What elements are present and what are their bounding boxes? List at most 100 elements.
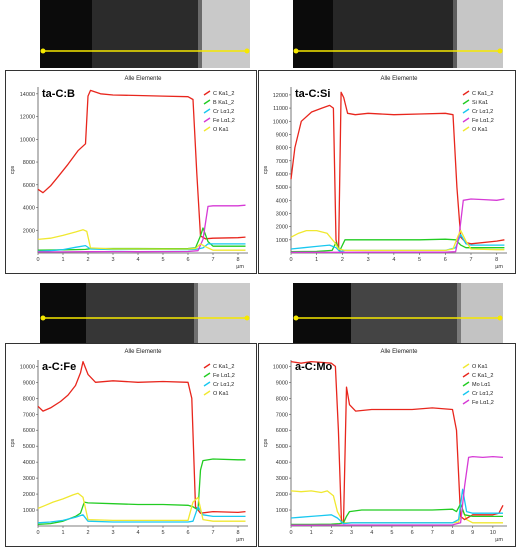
- legend-swatch: [462, 117, 470, 123]
- legend-label: Fe Lα1,2: [213, 118, 235, 124]
- series-line-0: [37, 360, 246, 514]
- series-line-1: [37, 227, 246, 251]
- x-tick-label: 3: [111, 257, 114, 263]
- y-tick-label: 8000: [276, 396, 288, 402]
- y-tick-label: 14000: [20, 92, 35, 98]
- y-tick-label: 10000: [20, 364, 35, 370]
- sem-image-graphic: [40, 0, 250, 68]
- y-tick-label: 11000: [273, 106, 288, 112]
- y-tick-label: 12000: [273, 93, 288, 99]
- y-tick-label: 6000: [276, 172, 288, 178]
- y-axis-label: cps: [10, 438, 16, 447]
- y-tick-label: 6000: [23, 183, 35, 189]
- legend-label: C Ka1_2: [213, 91, 234, 97]
- y-tick-label: 8000: [23, 160, 35, 166]
- x-tick-label: 7: [211, 530, 214, 536]
- x-tick-label: 5: [161, 257, 164, 263]
- legend-swatch: [462, 381, 470, 387]
- x-tick-label: 0: [289, 257, 292, 263]
- y-axis-label: cps: [263, 438, 269, 447]
- legend-swatch: [462, 108, 470, 114]
- legend-label: C Ka1_2: [472, 373, 493, 379]
- y-tick-label: 1000: [276, 238, 288, 244]
- y-tick-label: 2000: [276, 492, 288, 498]
- y-tick-label: 5000: [276, 444, 288, 450]
- chart-title: Alle Elemente: [124, 76, 162, 82]
- series-line-2: [291, 503, 503, 526]
- sem-image-a-c-mo: [293, 283, 503, 351]
- x-tick-label: 8: [236, 257, 239, 263]
- x-axis-unit: µm: [495, 264, 503, 270]
- legend-label: Cr Lα1,2: [472, 391, 493, 397]
- legend-swatch: [203, 117, 211, 123]
- legend-swatch: [462, 372, 470, 378]
- legend-label: Fe Lα1,2: [472, 400, 494, 406]
- legend-swatch: [462, 126, 470, 132]
- x-axis-unit: µm: [495, 537, 503, 543]
- chart-title: Alle Elemente: [124, 349, 162, 355]
- y-tick-label: 4000: [276, 460, 288, 466]
- x-tick-label: 1: [310, 530, 313, 536]
- y-tick-label: 1000: [23, 508, 35, 514]
- series-line-4: [37, 229, 246, 251]
- chart-ta-c-b: Alle Elementecps200040006000800010000120…: [10, 76, 248, 270]
- sem-image-graphic: [40, 283, 250, 351]
- y-tick-label: 7000: [23, 412, 35, 418]
- legend-swatch: [203, 363, 211, 369]
- series-line-3: [290, 488, 503, 525]
- x-tick-label: 2: [330, 530, 333, 536]
- y-tick-label: 3000: [23, 476, 35, 482]
- x-tick-label: 4: [392, 257, 395, 263]
- y-axis-label: cps: [263, 165, 269, 174]
- y-tick-label: 12000: [20, 115, 35, 121]
- sem-image-ta-c-b: [40, 0, 250, 68]
- chart-panel-ta-c-si: Alle Elemente cps 1000 2000 3000 4000 5000 6000…: [258, 70, 516, 274]
- x-axis-unit: µm: [236, 537, 244, 543]
- y-tick-label: 7000: [276, 412, 288, 418]
- series-line-1: [290, 360, 504, 524]
- y-tick-label: 4000: [23, 206, 35, 212]
- x-tick-label: 7: [211, 257, 214, 263]
- legend-label: B Ka1_2: [213, 100, 234, 106]
- sem-image-ta-c-si: [293, 0, 503, 68]
- chart-ta-c-si: Alle Elemente cps 1000 2000 3000 4000 5000 6000…: [263, 76, 507, 270]
- x-tick-label: 8: [236, 530, 239, 536]
- y-tick-label: 3000: [276, 476, 288, 482]
- x-tick-label: 1: [61, 530, 64, 536]
- y-tick-label: 8000: [23, 396, 35, 402]
- y-tick-label: 6000: [23, 428, 35, 434]
- series-line-2: [37, 506, 246, 524]
- legend-swatch: [203, 372, 211, 378]
- legend-label: Fe Lα1,2: [213, 373, 235, 379]
- legend-swatch: [203, 99, 211, 105]
- y-tick-label: 8000: [276, 146, 288, 152]
- legend-label: Cr Lα1,2: [213, 382, 234, 388]
- sample-label: ta-C:Si: [295, 88, 330, 100]
- y-axis-label: cps: [10, 165, 16, 174]
- y-tick-label: 3000: [276, 211, 288, 217]
- legend-swatch: [203, 108, 211, 114]
- series-line-4: [291, 455, 504, 526]
- series-line-0: [290, 490, 503, 524]
- series-line-0: [290, 91, 505, 252]
- x-tick-label: 9: [471, 530, 474, 536]
- legend-swatch: [462, 363, 470, 369]
- x-tick-label: 7: [431, 530, 434, 536]
- x-tick-label: 5: [390, 530, 393, 536]
- legend-swatch: [462, 390, 470, 396]
- chart-title: Alle Elemente: [380, 349, 418, 355]
- legend-label: O Ka1: [472, 127, 488, 133]
- y-tick-label: 2000: [23, 228, 35, 234]
- y-tick-label: 7000: [276, 159, 288, 165]
- series-line-3: [38, 204, 246, 253]
- x-tick-label: 2: [86, 257, 89, 263]
- legend-label: C Ka1_2: [213, 364, 234, 370]
- y-tick-label: 5000: [23, 444, 35, 450]
- x-tick-label: 3: [111, 530, 114, 536]
- x-tick-label: 4: [136, 257, 139, 263]
- x-tick-label: 6: [444, 257, 447, 263]
- sample-label: a-C:Mo: [295, 361, 333, 373]
- series-line-1: [37, 458, 246, 526]
- legend-swatch: [203, 390, 211, 396]
- y-tick-label: 5000: [276, 185, 288, 191]
